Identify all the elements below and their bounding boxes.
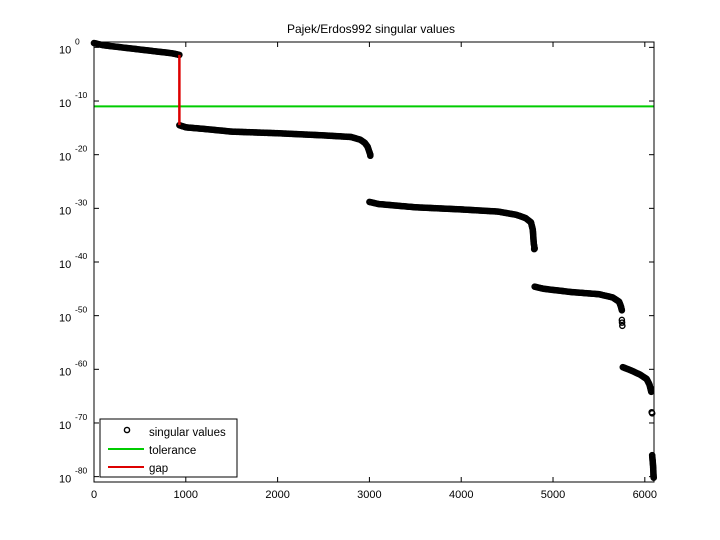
y-tick-label-exponent: -60 [75, 358, 88, 368]
y-tick-label-exponent: -10 [75, 90, 88, 100]
x-tick-label: 2000 [265, 489, 289, 501]
singular-value-point [367, 152, 374, 160]
singular-values-markers [90, 39, 658, 482]
x-tick-label: 6000 [633, 489, 657, 501]
y-tick-label-exponent: -80 [75, 466, 88, 476]
x-tick-label: 0 [91, 489, 97, 501]
x-tick-label: 5000 [541, 489, 565, 501]
y-tick-label-exponent: -40 [75, 251, 88, 261]
singular-value-point [648, 410, 656, 417]
x-axis: 0 1000 2000 3000 4000 5000 6000 [91, 42, 657, 501]
y-tick-label-exponent: 0 [75, 36, 80, 46]
chart-title: Pajek/Erdos992 singular values [287, 22, 455, 36]
y-tick-label-exponent: -30 [75, 197, 88, 207]
y-tick-label-base: 10 [59, 205, 71, 217]
x-tick-label: 3000 [357, 489, 381, 501]
singular-value-point [618, 316, 626, 324]
singular-value-point [618, 306, 626, 314]
y-tick-label-base: 10 [59, 44, 71, 56]
y-tick-label-base: 10 [59, 366, 71, 378]
x-tick-label: 4000 [449, 489, 473, 501]
singular-value-point [618, 319, 626, 326]
legend-marker-singular-values [123, 426, 131, 434]
y-tick-label-base: 10 [59, 259, 71, 271]
legend-label: singular values [149, 427, 226, 439]
legend: singular values tolerance gap [99, 418, 238, 478]
y-tick-label-base: 10 [59, 152, 71, 164]
singular-value-point [530, 245, 538, 253]
legend-label: tolerance [149, 445, 196, 457]
y-tick-label-exponent: -20 [75, 144, 88, 154]
y-tick-label-exponent: -50 [75, 305, 88, 315]
x-tick-label: 1000 [174, 489, 198, 501]
y-tick-label-base: 10 [59, 313, 71, 325]
y-axis: 10 0 10 -10 10 -20 10 -30 10 -40 10 -50 10 -60 10 -70 10… [59, 36, 654, 486]
y-tick-label-base: 10 [59, 98, 71, 110]
y-tick-label-base: 10 [59, 474, 71, 486]
plot-area [90, 39, 658, 482]
y-tick-label-exponent: -70 [75, 412, 88, 422]
y-tick-label-base: 10 [59, 420, 71, 432]
legend-label: gap [149, 463, 168, 475]
singular-value-point [619, 322, 626, 330]
